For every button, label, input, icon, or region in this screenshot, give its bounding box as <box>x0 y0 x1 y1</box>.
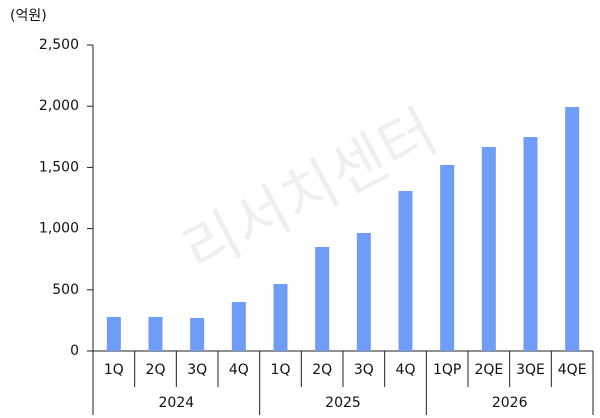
bar <box>565 107 580 352</box>
x-tick-label: 4Q <box>396 362 416 378</box>
bar <box>273 284 288 351</box>
x-tick-label: 4QE <box>558 362 587 378</box>
bar <box>523 137 538 351</box>
y-tick-label: 2,500 <box>39 37 79 53</box>
bar <box>440 164 455 351</box>
y-tick-label: 1,500 <box>39 159 79 175</box>
x-tick-label: 2Q <box>312 362 332 378</box>
group-label: 2025 <box>325 395 361 411</box>
x-tick-label: 1Q <box>104 362 124 378</box>
y-tick-label: 1,000 <box>39 221 79 237</box>
group-label: 2026 <box>492 395 528 411</box>
group-label: 2024 <box>159 395 195 411</box>
x-tick-label: 3Q <box>354 362 374 378</box>
bar <box>231 302 246 351</box>
bar <box>148 316 163 351</box>
bar <box>106 316 121 351</box>
bar <box>356 233 371 351</box>
y-tick-label: 500 <box>52 282 79 298</box>
bar <box>190 317 205 351</box>
x-tick-label: 1QP <box>433 362 461 378</box>
x-tick-label: 2Q <box>146 362 166 378</box>
bar <box>398 191 413 351</box>
y-tick-label: 0 <box>70 343 79 359</box>
x-tick-label: 1Q <box>271 362 291 378</box>
bar <box>481 146 496 351</box>
bar <box>315 246 330 351</box>
unit-label: (억원) <box>10 8 47 24</box>
x-tick-label: 4Q <box>229 362 249 378</box>
x-tick-label: 3QE <box>516 362 545 378</box>
x-tick-label: 3Q <box>187 362 207 378</box>
y-tick-label: 2,000 <box>39 98 79 114</box>
x-tick-label: 2QE <box>474 362 503 378</box>
